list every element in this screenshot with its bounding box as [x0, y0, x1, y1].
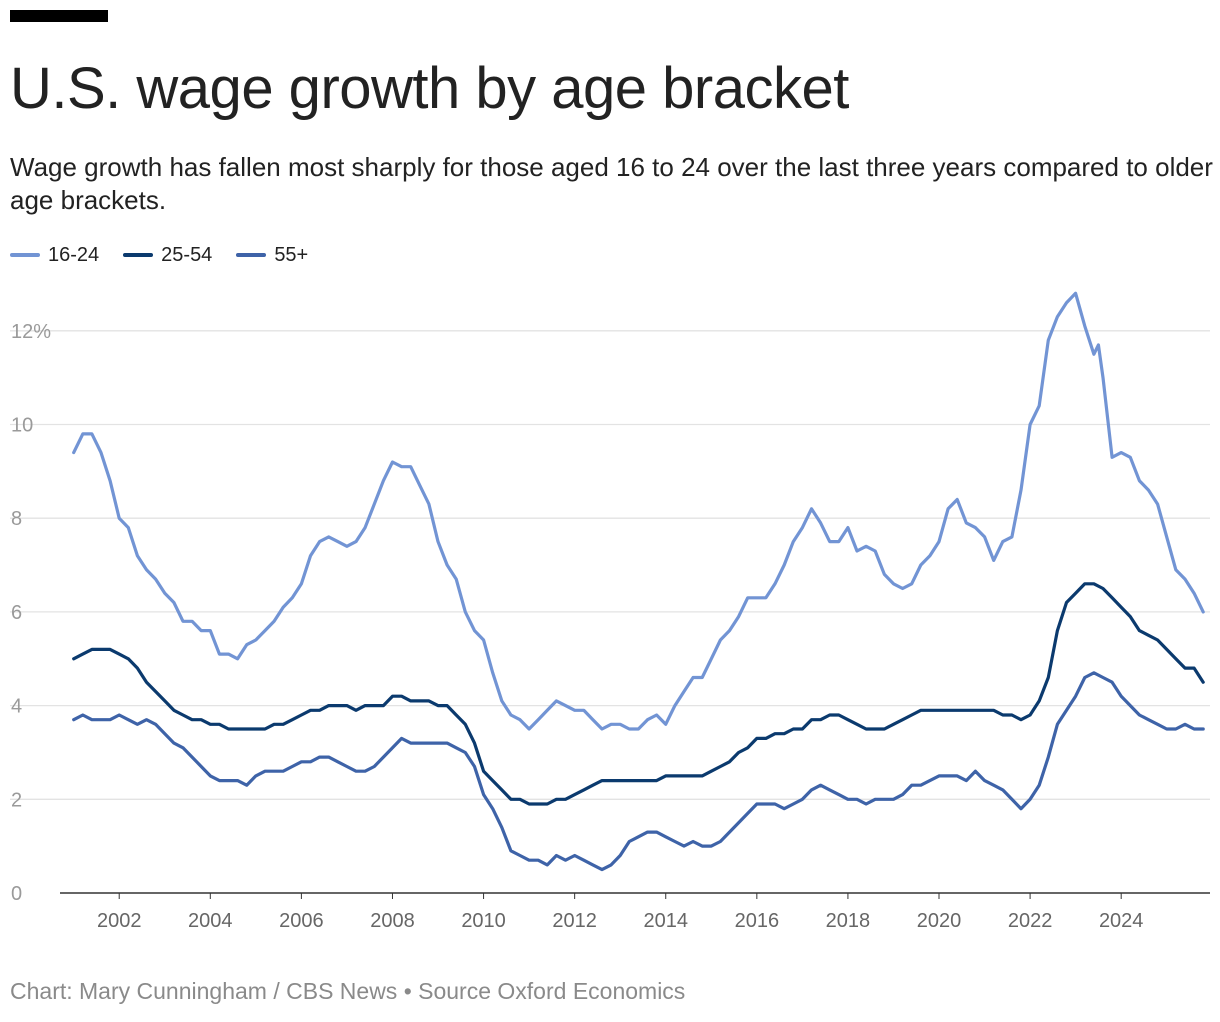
- y-tick-label: 0: [11, 883, 22, 905]
- y-tick-label: 6: [11, 602, 22, 624]
- y-tick-label: 12%: [11, 321, 51, 343]
- legend: 16-24 25-54 55+: [10, 240, 332, 270]
- y-tick-label: 10: [11, 415, 33, 437]
- x-tick-label: 2010: [461, 910, 506, 932]
- x-tick-label: 2020: [917, 910, 962, 932]
- x-tick-label: 2024: [1099, 910, 1144, 932]
- legend-label-16-24: 16-24: [48, 243, 100, 266]
- brand-top-bar: [10, 10, 108, 22]
- series-line-25-54: [72, 582, 1205, 806]
- gridlines: [10, 330, 1210, 800]
- legend-item-16-24: 16-24: [10, 244, 99, 267]
- chart-title: U.S. wage growth by age bracket: [10, 56, 849, 121]
- y-axis-labels: 0 2 4 6 8 10 12%: [11, 321, 51, 905]
- legend-swatch-16-24: [10, 253, 40, 257]
- y-tick-label: 4: [11, 696, 22, 718]
- y-tick-label: 8: [11, 508, 22, 530]
- x-tick-label: 2012: [552, 910, 597, 932]
- legend-label-25-54: 25-54: [161, 243, 213, 266]
- chart-credit: Chart: Mary Cunningham / CBS News • Sour…: [10, 978, 686, 1004]
- series-line-16-24: [72, 291, 1205, 731]
- chart-subtitle: Wage growth has fallen most sharply for …: [10, 152, 1213, 215]
- y-tick-label: 2: [11, 789, 22, 811]
- x-tick-label: 2014: [643, 910, 688, 932]
- series-line-55-plus: [72, 671, 1205, 872]
- legend-item-55-plus: 55+: [236, 244, 308, 267]
- x-tick-label: 2022: [1008, 910, 1053, 932]
- legend-swatch-25-54: [123, 253, 154, 257]
- series-lines: [72, 291, 1205, 872]
- legend-item-25-54: 25-54: [123, 244, 212, 267]
- x-tick-label: 2008: [370, 910, 415, 932]
- legend-swatch-55-plus: [236, 253, 267, 257]
- x-tick-label: 2016: [735, 910, 780, 932]
- x-tick-label: 2006: [279, 910, 324, 932]
- legend-label-55-plus: 55+: [274, 243, 309, 266]
- x-axis: 2002 2004 2006 2008 2010 2012 2014 2016 2018 2020…: [60, 892, 1210, 932]
- x-tick-label: 2002: [97, 910, 142, 932]
- x-tick-label: 2018: [826, 910, 871, 932]
- x-tick-label: 2004: [188, 910, 233, 932]
